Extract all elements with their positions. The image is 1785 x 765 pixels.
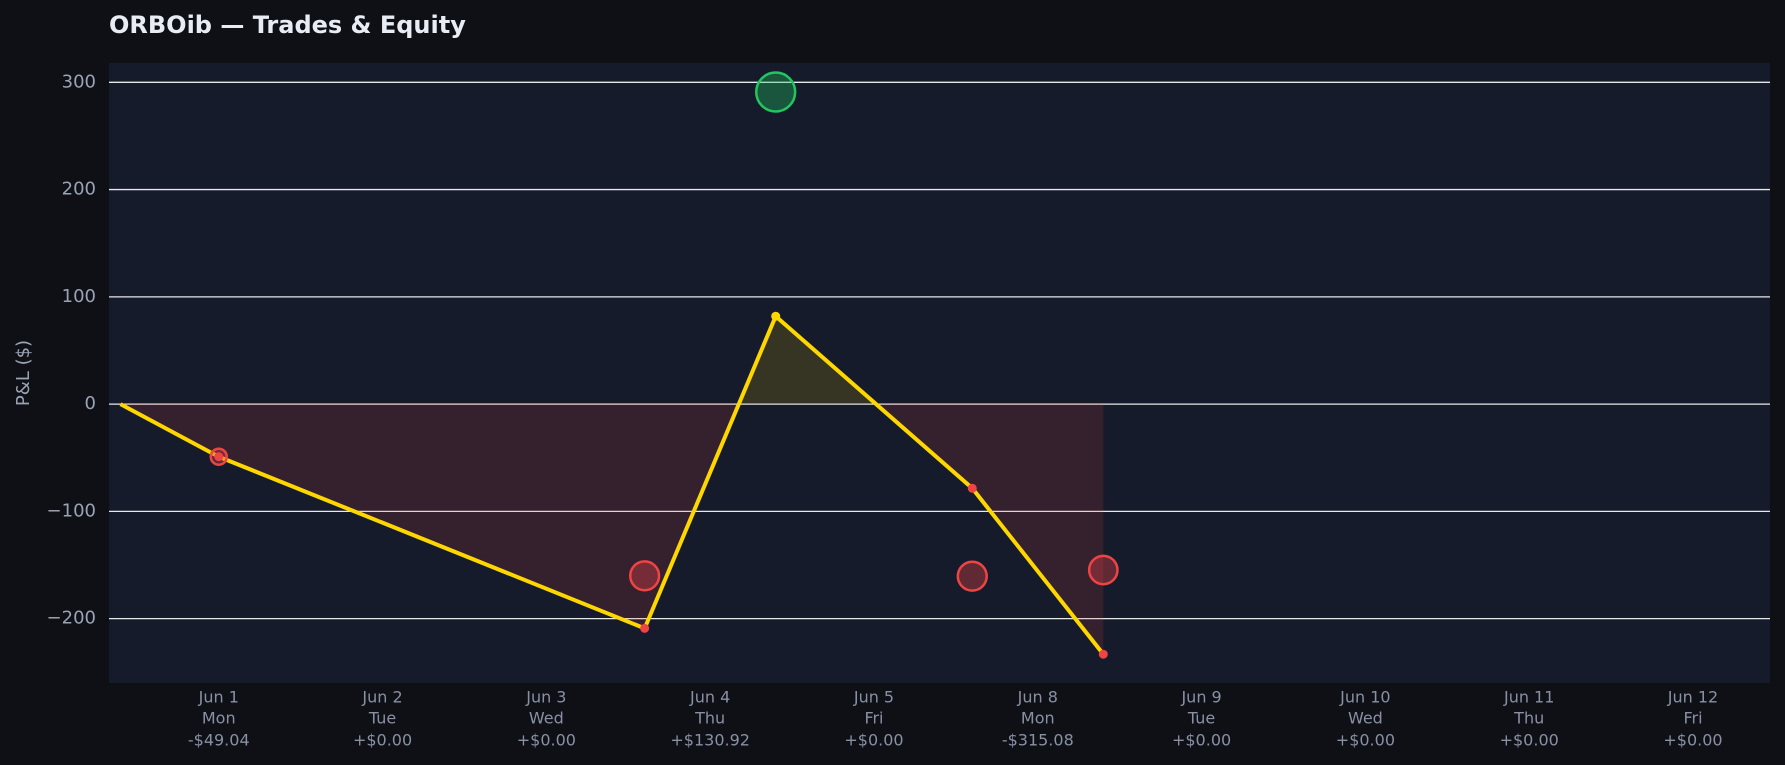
chart-title: ORBOib — Trades & Equity	[109, 11, 466, 39]
x-weekday-label: Tue	[1187, 709, 1215, 728]
equity-area-negative	[120, 404, 1104, 655]
day-pnl-label: +$0.00	[1663, 731, 1722, 750]
x-weekday-label: Wed	[529, 709, 564, 728]
x-weekday-label: Mon	[1021, 709, 1055, 728]
trade-marker	[754, 71, 797, 113]
equity-point	[967, 483, 977, 493]
day-pnl-label: +$0.00	[844, 731, 903, 750]
x-tick-label: Jun 11	[1503, 688, 1554, 707]
y-tick-label: 300	[62, 71, 96, 92]
equity-line	[119, 314, 1105, 656]
day-pnl-label: +$0.00	[353, 731, 412, 750]
trade-marker	[1087, 554, 1119, 586]
x-tick-label: Jun 3	[525, 688, 566, 707]
x-tick-label: Jun 10	[1339, 688, 1390, 707]
day-pnl-label: +$130.92	[670, 731, 750, 750]
day-pnl-label: -$49.04	[188, 731, 250, 750]
day-pnl-label: +$0.00	[517, 731, 576, 750]
x-weekday-label: Thu	[694, 709, 725, 728]
x-tick-label: Jun 9	[1180, 688, 1221, 707]
equity-point	[214, 452, 224, 462]
day-pnl-label: +$0.00	[1336, 731, 1395, 750]
day-pnl-label: +$0.00	[1500, 731, 1559, 750]
plot-area	[109, 63, 1770, 683]
y-axis-label: P&L ($)	[13, 340, 34, 406]
x-tick-label: Jun 1	[198, 688, 239, 707]
x-tick-label: Jun 12	[1667, 688, 1718, 707]
trade-marker	[628, 560, 661, 592]
equity-point	[771, 311, 781, 321]
x-weekday-label: Wed	[1348, 709, 1383, 728]
x-tick-label: Jun 8	[1017, 688, 1058, 707]
day-pnl-label: +$0.00	[1172, 731, 1231, 750]
x-weekday-label: Thu	[1513, 709, 1544, 728]
x-tick-label: Jun 4	[689, 688, 730, 707]
x-weekday-label: Fri	[864, 709, 883, 728]
y-tick-label: 200	[62, 179, 96, 200]
x-weekday-label: Tue	[368, 709, 396, 728]
y-tick-label: 100	[62, 286, 96, 307]
x-weekday-label: Mon	[202, 709, 236, 728]
equity-point	[640, 623, 650, 633]
trade-marker	[956, 560, 988, 592]
x-weekday-label: Fri	[1683, 709, 1702, 728]
y-tick-label: −200	[47, 608, 96, 629]
x-tick-label: Jun 2	[361, 688, 402, 707]
x-tick-label: Jun 5	[853, 688, 894, 707]
y-tick-label: −100	[47, 500, 96, 521]
equity-point	[1098, 649, 1108, 659]
y-tick-label: 0	[85, 393, 96, 414]
day-pnl-label: -$315.08	[1002, 731, 1074, 750]
